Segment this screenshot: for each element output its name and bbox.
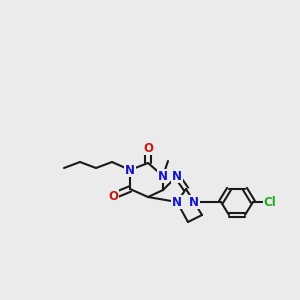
Text: N: N (189, 196, 199, 208)
Text: N: N (158, 169, 168, 182)
Text: Cl: Cl (264, 196, 276, 208)
Text: O: O (108, 190, 118, 202)
Text: N: N (125, 164, 135, 176)
Text: N: N (172, 196, 182, 208)
Text: N: N (172, 169, 182, 182)
Text: O: O (143, 142, 153, 154)
